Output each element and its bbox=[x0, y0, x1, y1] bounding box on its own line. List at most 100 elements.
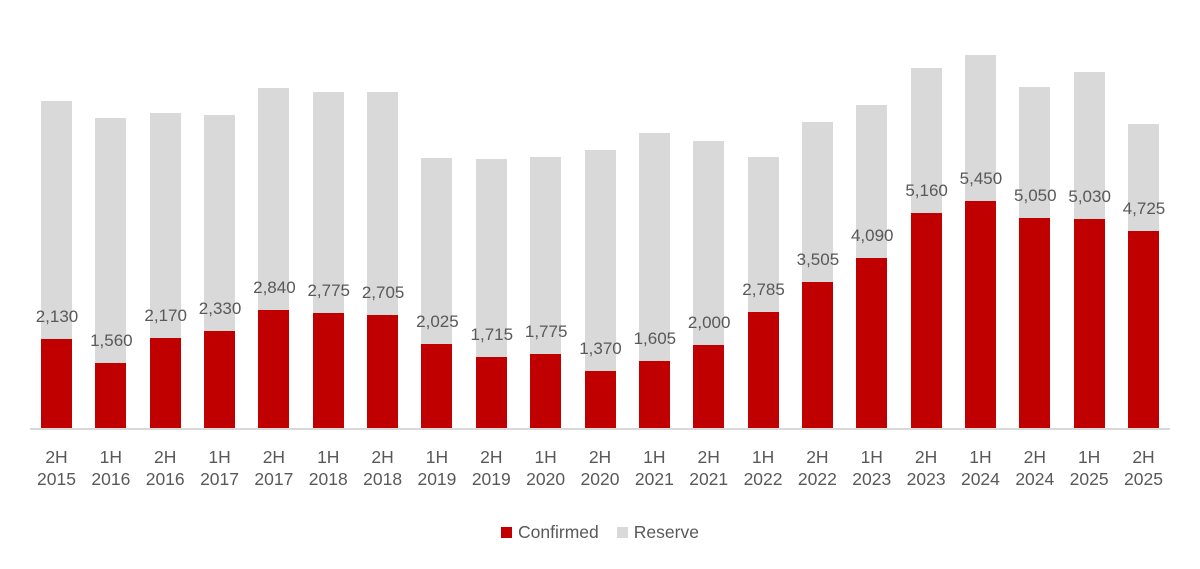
bar-confirmed[interactable] bbox=[693, 344, 725, 428]
legend-item-confirmed[interactable]: Confirmed bbox=[501, 522, 599, 543]
bar-group: 3,505 bbox=[797, 0, 839, 428]
legend-label-reserve: Reserve bbox=[633, 522, 699, 542]
data-label-confirmed: 2,840 bbox=[253, 277, 296, 297]
bar-confirmed[interactable] bbox=[530, 354, 562, 428]
bar-confirmed[interactable] bbox=[95, 363, 127, 428]
data-label-confirmed: 2,170 bbox=[144, 305, 187, 325]
bar-reserve[interactable] bbox=[312, 91, 344, 313]
bar-group: 2,705 bbox=[362, 0, 404, 428]
bar-group: 1,605 bbox=[634, 0, 676, 428]
bar-reserve[interactable] bbox=[258, 88, 290, 310]
bar-confirmed[interactable] bbox=[910, 213, 942, 428]
legend-swatch-reserve bbox=[616, 527, 628, 538]
data-label-confirmed: 2,330 bbox=[198, 299, 242, 319]
data-label-confirmed: 2,705 bbox=[361, 283, 405, 303]
bar-group: 4,725 bbox=[1123, 0, 1165, 428]
x-tick-label: 2H 2015 bbox=[37, 447, 76, 489]
bar-confirmed[interactable] bbox=[801, 282, 833, 428]
bar-reserve[interactable] bbox=[1073, 71, 1105, 219]
x-tick-label: 2H 2022 bbox=[797, 447, 837, 489]
bar-reserve[interactable] bbox=[1019, 86, 1051, 218]
bar-reserve[interactable] bbox=[530, 157, 562, 355]
legend-item-reserve[interactable]: Reserve bbox=[616, 522, 699, 543]
data-label-confirmed: 1,775 bbox=[524, 322, 568, 342]
data-label-confirmed: 1,370 bbox=[579, 339, 622, 358]
bar-group: 2,170 bbox=[144, 0, 187, 428]
bar-group: 5,050 bbox=[1014, 0, 1057, 428]
x-tick-label: 2H 2023 bbox=[906, 447, 946, 489]
bar-group: 1,560 bbox=[90, 0, 133, 428]
x-tick-label: 1H 2018 bbox=[308, 447, 348, 489]
legend: Confirmed Reserve bbox=[0, 522, 1200, 543]
data-label-confirmed: 2,130 bbox=[35, 307, 79, 327]
bar-confirmed[interactable] bbox=[312, 312, 344, 428]
bar-group: 2,025 bbox=[416, 0, 459, 428]
bar-group: 2,785 bbox=[742, 0, 785, 428]
bar-reserve[interactable] bbox=[801, 121, 833, 283]
data-label-confirmed: 1,605 bbox=[633, 329, 677, 349]
bar-confirmed[interactable] bbox=[1019, 217, 1051, 428]
x-tick-label: 1H 2019 bbox=[417, 447, 457, 489]
bar-confirmed[interactable] bbox=[856, 257, 888, 428]
x-tick-label: 2H 2024 bbox=[1015, 447, 1055, 489]
bar-reserve[interactable] bbox=[95, 118, 127, 364]
bar-reserve[interactable] bbox=[693, 140, 725, 345]
bar-confirmed[interactable] bbox=[747, 312, 779, 428]
bar-group: 1,370 bbox=[579, 0, 622, 428]
bar-group: 4,090 bbox=[851, 0, 894, 428]
bar-confirmed[interactable] bbox=[421, 343, 453, 428]
bar-group: 5,160 bbox=[905, 0, 948, 428]
bar-reserve[interactable] bbox=[584, 150, 616, 371]
bar-confirmed[interactable] bbox=[41, 339, 72, 428]
x-tick-label: 1H 2016 bbox=[91, 447, 131, 489]
x-tick-label: 2H 2017 bbox=[254, 447, 294, 489]
bar-confirmed[interactable] bbox=[964, 201, 996, 428]
bar-reserve[interactable] bbox=[149, 113, 181, 338]
bar-reserve[interactable] bbox=[41, 101, 72, 340]
legend-swatch-confirmed bbox=[501, 527, 513, 538]
bar-group: 5,450 bbox=[960, 0, 1002, 428]
bar-reserve[interactable] bbox=[367, 91, 399, 316]
data-label-confirmed: 5,030 bbox=[1068, 186, 1111, 206]
x-tick-label: 1H 2024 bbox=[960, 447, 1000, 489]
x-tick-label: 1H 2025 bbox=[1069, 447, 1109, 489]
bar-reserve[interactable] bbox=[421, 158, 453, 344]
bar-reserve[interactable] bbox=[856, 105, 888, 258]
bar-confirmed[interactable] bbox=[149, 337, 181, 428]
data-label-confirmed: 4,090 bbox=[850, 225, 894, 245]
bar-reserve[interactable] bbox=[964, 54, 996, 202]
data-label-confirmed: 3,505 bbox=[796, 250, 840, 270]
data-label-confirmed: 2,775 bbox=[307, 280, 351, 300]
bar-confirmed[interactable] bbox=[475, 356, 507, 428]
bar-group: 2,840 bbox=[253, 0, 296, 428]
data-label-confirmed: 2,785 bbox=[742, 280, 785, 300]
bar-reserve[interactable] bbox=[204, 115, 236, 332]
x-tick-label: 1H 2022 bbox=[743, 447, 783, 489]
bar-group: 1,715 bbox=[471, 0, 513, 428]
bar-confirmed[interactable] bbox=[638, 361, 670, 428]
data-label-confirmed: 1,715 bbox=[470, 324, 514, 344]
bar-reserve[interactable] bbox=[638, 133, 670, 362]
bar-confirmed[interactable] bbox=[258, 309, 290, 428]
bar-confirmed[interactable] bbox=[1128, 231, 1159, 428]
x-tick-label: 2H 2020 bbox=[580, 447, 620, 489]
bar-reserve[interactable] bbox=[910, 68, 942, 214]
data-label-confirmed: 2,025 bbox=[416, 311, 459, 331]
legend-label-confirmed: Confirmed bbox=[518, 522, 599, 542]
bar-reserve[interactable] bbox=[475, 158, 507, 357]
bar-reserve[interactable] bbox=[1128, 123, 1159, 232]
data-label-confirmed: 5,450 bbox=[959, 169, 1003, 189]
x-tick-label: 1H 2021 bbox=[634, 447, 674, 489]
bar-group: 5,030 bbox=[1068, 0, 1111, 428]
bar-reserve[interactable] bbox=[747, 157, 779, 313]
x-tick-label: 1H 2023 bbox=[852, 447, 892, 489]
x-tick-label: 2H 2018 bbox=[363, 447, 403, 489]
x-tick-label: 2H 2019 bbox=[471, 447, 511, 489]
bar-confirmed[interactable] bbox=[1073, 218, 1105, 428]
bar-confirmed[interactable] bbox=[204, 331, 236, 428]
bar-group: 2,000 bbox=[688, 0, 730, 428]
bar-confirmed[interactable] bbox=[584, 371, 616, 428]
data-label-confirmed: 1,560 bbox=[90, 331, 133, 351]
bar-confirmed[interactable] bbox=[367, 315, 399, 428]
